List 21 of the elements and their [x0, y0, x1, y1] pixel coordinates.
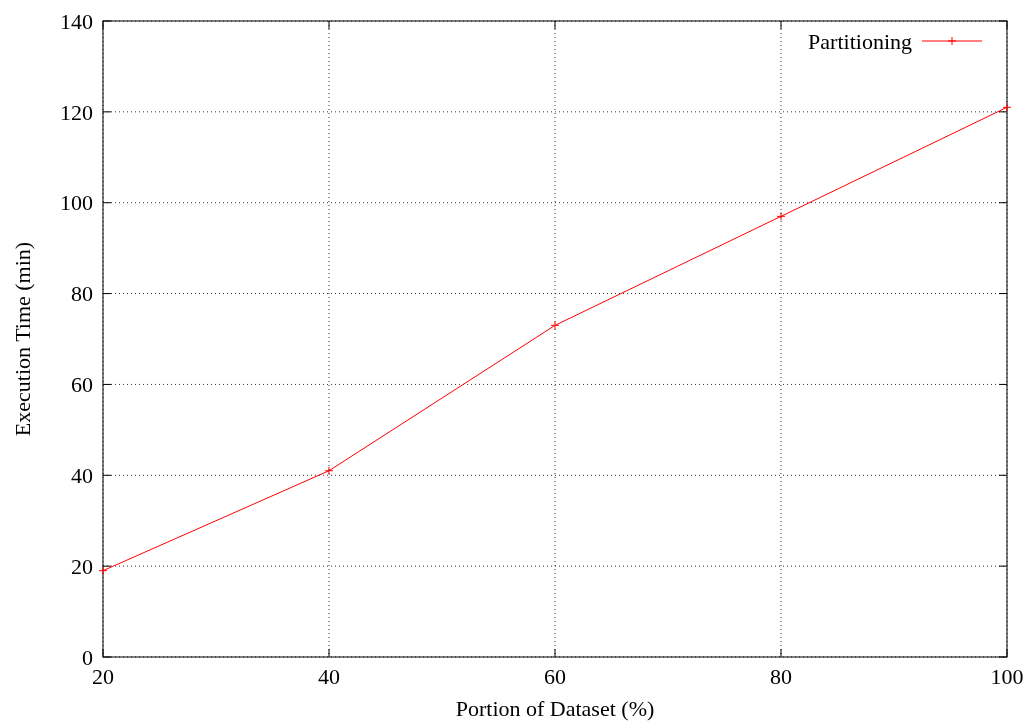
y-axis-title: Execution Time (min)	[10, 241, 35, 437]
point	[324, 466, 334, 476]
point	[98, 566, 108, 576]
y-tick-label: 60	[71, 372, 93, 398]
x-tick-label: 20	[92, 664, 114, 689]
point	[550, 320, 560, 330]
y-tick-label: 40	[71, 462, 93, 488]
legend-label: Partitioning	[808, 28, 912, 54]
point	[1002, 102, 1012, 112]
y-tick-label: 80	[71, 281, 93, 307]
point	[776, 211, 786, 221]
y-tick-label: 0	[82, 644, 93, 670]
x-axis-title: Portion of Dataset (%)	[455, 696, 655, 721]
y-tick-label: 120	[60, 99, 93, 125]
x-tick-label: 60	[544, 664, 566, 689]
x-tick-label: 80	[770, 664, 792, 689]
y-tick-label: 20	[71, 553, 93, 579]
x-tick-label: 100	[990, 664, 1024, 689]
y-tick-label: 100	[60, 190, 93, 216]
x-tick-label: 40	[318, 664, 340, 689]
y-tick-label: 140	[60, 8, 93, 34]
